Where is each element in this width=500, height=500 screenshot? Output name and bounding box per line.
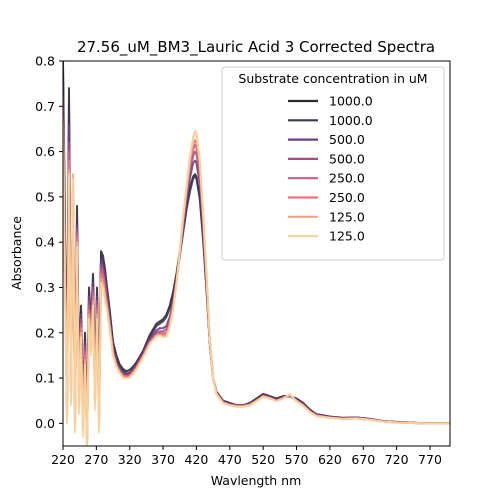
y-tick-label: 0.8 bbox=[35, 54, 55, 69]
y-tick-label: 0.0 bbox=[35, 416, 55, 431]
x-tick-label: 420 bbox=[185, 452, 209, 467]
legend-label-3: 500.0 bbox=[329, 132, 365, 147]
legend-label-2: 1000.0 bbox=[329, 113, 373, 128]
x-tick-label: 370 bbox=[151, 452, 175, 467]
y-tick-label: 0.4 bbox=[35, 235, 55, 250]
y-axis-ticks: 0.0 0.1 0.2 0.3 0.4 0.5 0.6 0.7 0.8 bbox=[35, 54, 63, 431]
x-tick-label: 470 bbox=[218, 452, 242, 467]
x-tick-label: 320 bbox=[118, 452, 142, 467]
legend-label-8: 125.0 bbox=[329, 229, 365, 244]
x-tick-label: 220 bbox=[51, 452, 75, 467]
plot-frame bbox=[62, 60, 451, 447]
x-axis-title: Wavlength nm bbox=[211, 473, 302, 488]
y-tick-label: 0.1 bbox=[35, 371, 55, 386]
x-tick-label: 520 bbox=[251, 452, 275, 467]
legend-title: Substrate concentration in uM bbox=[238, 71, 427, 86]
y-tick-label: 0.5 bbox=[35, 189, 55, 204]
legend-label-1: 1000.0 bbox=[329, 94, 373, 109]
legend-label-5: 250.0 bbox=[329, 171, 365, 186]
x-tick-label: 770 bbox=[418, 452, 442, 467]
y-tick-label: 0.3 bbox=[35, 280, 55, 295]
y-tick-label: 0.6 bbox=[35, 144, 55, 159]
series-line-8 bbox=[63, 124, 450, 446]
x-tick-label: 570 bbox=[285, 452, 309, 467]
legend-label-7: 125.0 bbox=[329, 209, 365, 224]
y-tick-label: 0.2 bbox=[35, 325, 55, 340]
x-tick-label: 720 bbox=[385, 452, 409, 467]
x-axis-ticks: 220 270 320 370 420 470 520 570 620 670 720 770 bbox=[51, 446, 442, 467]
legend-box bbox=[221, 66, 445, 261]
x-tick-label: 620 bbox=[318, 452, 342, 467]
x-tick-label: 270 bbox=[84, 452, 108, 467]
legend-items: 1000.0 1000.0 500.0 500.0 250.0 250.0 125.0 125… bbox=[288, 94, 373, 244]
series-layer bbox=[63, 61, 450, 446]
x-tick-label: 670 bbox=[351, 452, 375, 467]
y-tick-label: 0.7 bbox=[35, 99, 55, 114]
y-axis-title: Absorbance bbox=[9, 216, 24, 290]
legend-label-6: 250.0 bbox=[329, 190, 365, 205]
legend-label-4: 500.0 bbox=[329, 151, 365, 166]
chart-title: 27.56_uM_BM3_Lauric Acid 3 Corrected Spe… bbox=[77, 38, 435, 57]
legend: Substrate concentration in uM 1000.01000… bbox=[221, 66, 445, 261]
